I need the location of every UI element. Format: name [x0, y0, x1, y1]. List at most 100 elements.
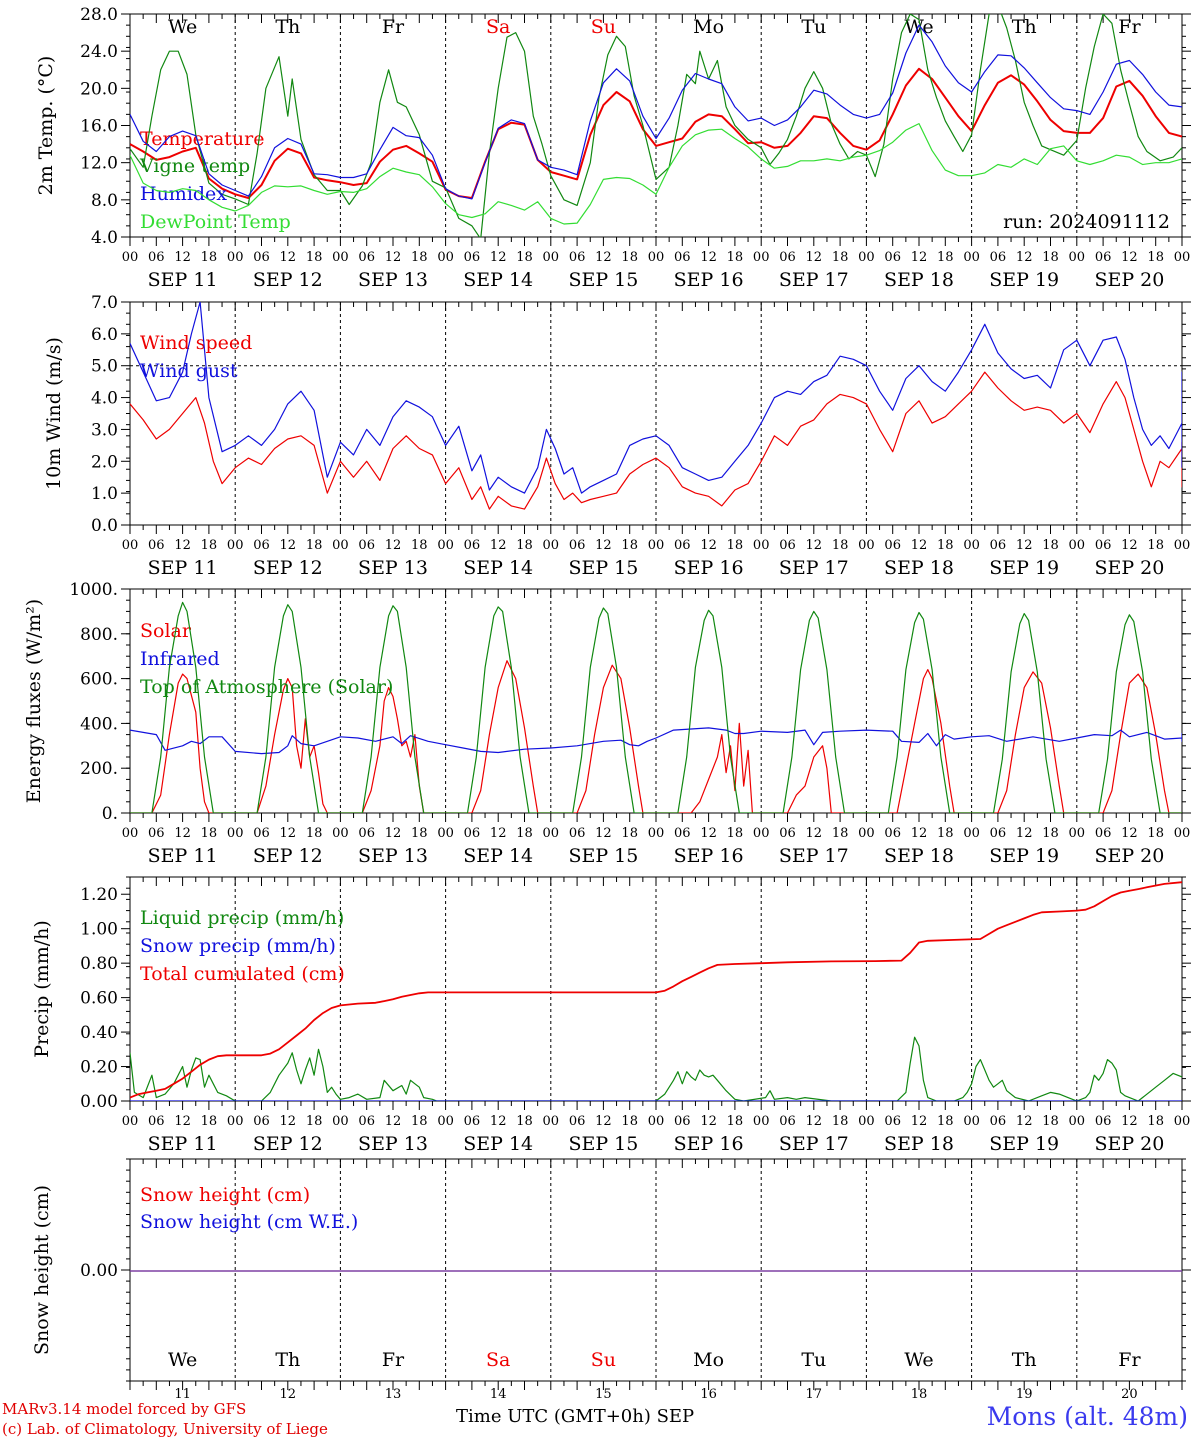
day-number-label: 16	[700, 1387, 717, 1402]
day-abbr-label: Fr	[382, 16, 405, 38]
y-tick-label: 0.00	[80, 1092, 118, 1112]
day-abbr-label: Tu	[801, 1349, 826, 1371]
hour-label: 06	[569, 250, 586, 265]
panel-3-series: Solar Infrared Top of Atmosphere (Solar)	[130, 601, 1182, 813]
y-tick-label: 4.0	[91, 228, 118, 248]
day-abbr-label: Fr	[1118, 16, 1141, 38]
hour-label: 18	[201, 538, 218, 553]
hour-label: 12	[595, 826, 612, 841]
station-name: Mons (alt. 48m)	[986, 1402, 1188, 1431]
legend-solar: Solar	[140, 620, 192, 642]
legend-snow-height-cm-: Snow height (cm)	[140, 1184, 310, 1206]
date-label: SEP 12	[253, 557, 323, 579]
y-tick-label: 8.0	[91, 191, 118, 211]
hour-label: 12	[280, 538, 297, 553]
hour-label: 18	[306, 250, 323, 265]
y-axis-label: Snow height (cm)	[31, 1185, 53, 1355]
hour-label: 18	[832, 1114, 849, 1129]
hour-label: 18	[411, 538, 428, 553]
hour-label: 06	[990, 826, 1007, 841]
date-label: SEP 13	[358, 845, 428, 867]
hour-label: 00	[858, 538, 875, 553]
hour-label: 18	[1147, 1114, 1164, 1129]
date-label: SEP 11	[148, 1133, 218, 1155]
legend-infrared: Infrared	[140, 648, 220, 670]
y-axis-label: 2m Temp. (°C)	[35, 56, 57, 196]
hour-label: 18	[201, 826, 218, 841]
hour-label: 06	[358, 826, 375, 841]
hour-label: 06	[358, 1114, 375, 1129]
y-tick-label: 1.20	[80, 885, 118, 905]
hour-label: 18	[832, 250, 849, 265]
day-number-label: 20	[1121, 1387, 1138, 1402]
hour-label: 12	[174, 826, 191, 841]
y-axis-label: Energy fluxes (W/m²)	[23, 599, 45, 803]
hour-label: 18	[1147, 826, 1164, 841]
hour-label: 00	[227, 538, 244, 553]
hour-label: 00	[1069, 250, 1086, 265]
legend-wind-speed: Wind speed	[140, 332, 252, 354]
series-line-dewpoint-temp	[130, 123, 1182, 225]
hour-label: 06	[1095, 538, 1112, 553]
y-tick-label: 200.	[80, 759, 118, 779]
model-credit: MARv3.14 model forced by GFS	[2, 1400, 247, 1418]
y-axis-label: Precip (mm/h)	[31, 920, 53, 1058]
plot-lines: Temperature Vigne temp Humidex DewPoint Tem…	[130, 14, 1182, 1272]
hour-label: 06	[148, 538, 165, 553]
hour-label: 12	[174, 1114, 191, 1129]
y-tick-label: 0.00	[80, 1261, 118, 1281]
hour-label: 18	[516, 538, 533, 553]
hour-label: 00	[963, 538, 980, 553]
hour-label: 12	[806, 826, 823, 841]
y-tick-label: 0.20	[80, 1058, 118, 1078]
y-tick-label: 24.0	[80, 42, 118, 62]
hour-label: 18	[306, 538, 323, 553]
date-label: SEP 20	[1094, 1133, 1164, 1155]
hour-label: 18	[516, 826, 533, 841]
date-label: SEP 18	[884, 1133, 954, 1155]
lab-credit: (c) Lab. of Climatology, University of L…	[2, 1420, 328, 1438]
day-number-label: 18	[911, 1387, 928, 1402]
hour-label: 00	[1174, 538, 1191, 553]
date-label: SEP 18	[884, 845, 954, 867]
series-line-solar	[130, 660, 1182, 813]
hour-label: 12	[490, 250, 507, 265]
hour-label: 18	[832, 538, 849, 553]
hour-label: 00	[227, 250, 244, 265]
legend-liquid-precip-mm-h-: Liquid precip (mm/h)	[140, 907, 344, 929]
day-abbr-label: Th	[275, 16, 300, 38]
hour-label: 12	[911, 826, 928, 841]
date-label: SEP 15	[568, 1133, 638, 1155]
hour-label: 06	[253, 1114, 270, 1129]
hour-label: 06	[674, 538, 691, 553]
date-label: SEP 15	[568, 845, 638, 867]
hour-label: 18	[727, 1114, 744, 1129]
series-line-total-cumulated-cm-	[130, 881, 1182, 1099]
date-label: SEP 14	[463, 845, 533, 867]
hour-label: 00	[437, 250, 454, 265]
hour-label: 00	[332, 1114, 349, 1129]
hour-label: 12	[700, 826, 717, 841]
date-label: SEP 14	[463, 269, 533, 291]
date-label: SEP 15	[568, 269, 638, 291]
y-tick-label: 28.0	[80, 5, 118, 25]
date-label: SEP 16	[674, 1133, 744, 1155]
run-label: run: 2024091112	[1003, 211, 1170, 233]
hour-label: 00	[1069, 1114, 1086, 1129]
series-line-infrared	[130, 727, 1182, 755]
y-tick-label: 2.0	[91, 452, 118, 472]
day-number-label: 15	[595, 1387, 612, 1402]
hour-label: 06	[569, 538, 586, 553]
hour-label: 06	[253, 250, 270, 265]
legend-total-cumulated-cm-: Total cumulated (cm)	[140, 963, 345, 985]
date-label: SEP 17	[779, 557, 849, 579]
date-label: SEP 14	[463, 557, 533, 579]
hour-label: 00	[437, 1114, 454, 1129]
hour-label: 12	[595, 1114, 612, 1129]
hour-label: 12	[806, 1114, 823, 1129]
day-number-label: 17	[806, 1387, 823, 1402]
date-label: SEP 11	[148, 269, 218, 291]
date-label: SEP 16	[674, 845, 744, 867]
date-label: SEP 13	[358, 557, 428, 579]
series-line-temperature	[130, 67, 1182, 199]
